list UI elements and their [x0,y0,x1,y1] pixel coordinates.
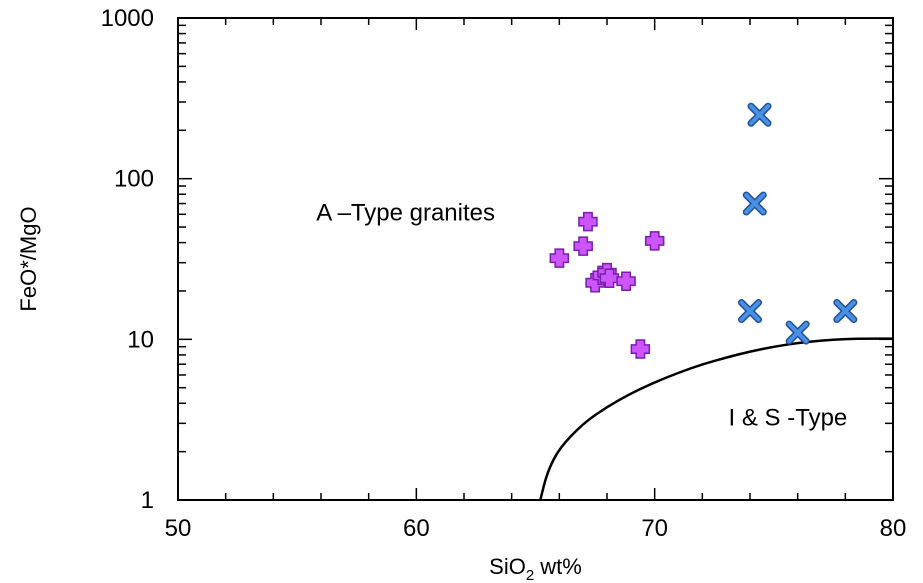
x-marker-stroke [739,300,761,322]
x-marker-stroke [834,300,856,322]
y-tick-labels: 1 10 100 1000 [101,5,154,514]
plot-area [177,17,894,501]
x-axis-title: SiO2 wt% [489,554,582,583]
plus-marker [616,271,636,291]
x-axis-title-main: SiO [489,554,526,579]
x-marker [833,299,858,324]
axis-ticks [177,17,894,501]
x-axis-title-suffix: wt% [534,554,582,579]
x-marker-stroke [787,322,809,344]
plus-marker [573,236,593,256]
y-axis-title: FeO*/MgO [16,206,41,311]
a-type-boundary-curve [539,337,893,501]
plus-marker [599,268,620,288]
x-axis-title-subscript: 2 [526,567,534,583]
x-marker-stroke [744,193,766,215]
y-tick-label: 10 [127,326,154,353]
x-marker [738,299,762,324]
x-tick-label: 50 [165,515,192,542]
y-tick-label: 1 [141,487,154,514]
annotation-i-s-type: I & S -Type [729,405,848,432]
plus-marker [644,231,665,251]
data-markers [549,102,858,359]
x-marker [785,320,810,345]
plus-marker [578,211,598,232]
plus-marker [630,339,651,359]
annotation-a-type: A –Type granites [316,199,495,226]
x-tick-label: 70 [641,515,668,542]
x-marker-stroke [749,104,771,126]
plot-frame [177,17,894,501]
x-marker [742,191,767,216]
x-marker [747,102,772,127]
x-tick-label: 80 [880,515,907,542]
y-tick-label: 100 [114,166,154,193]
x-tick-label: 60 [403,515,430,542]
plus-marker [549,248,570,268]
x-tick-labels: 50 60 70 80 [165,515,907,542]
y-tick-label: 1000 [101,5,154,32]
